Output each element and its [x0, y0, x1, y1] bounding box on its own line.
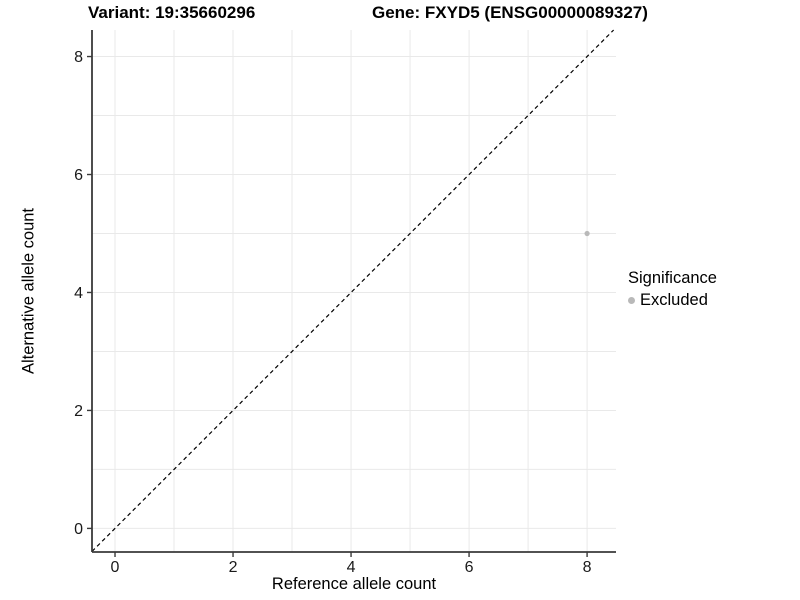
y-tick-label: 4 [74, 285, 83, 302]
legend-title: Significance [628, 269, 717, 287]
legend: Significance Excluded [628, 269, 717, 310]
x-tick-label: 8 [583, 559, 592, 576]
data-point [584, 230, 590, 237]
circle-icon [628, 297, 635, 304]
y-tick-label: 6 [74, 167, 83, 184]
variant-title: Variant: 19:35660296 [88, 3, 256, 22]
y-tick-label: 2 [74, 403, 83, 420]
x-tick-label: 4 [347, 559, 356, 576]
legend-item-label: Excluded [640, 291, 708, 309]
x-tick-label: 2 [229, 559, 238, 576]
legend-item-excluded: Excluded [628, 291, 717, 310]
y-axis-label: Alternative allele count [19, 207, 38, 375]
y-tick-label: 0 [74, 521, 83, 538]
y-tick-label: 8 [74, 49, 83, 66]
identity-dashed-line [91, 29, 615, 552]
x-tick-label: 0 [111, 559, 120, 576]
gene-title: Gene: FXYD5 (ENSG00000089327) [372, 3, 648, 22]
x-axis-label: Reference allele count [271, 575, 437, 593]
x-tick-label: 6 [465, 559, 474, 576]
